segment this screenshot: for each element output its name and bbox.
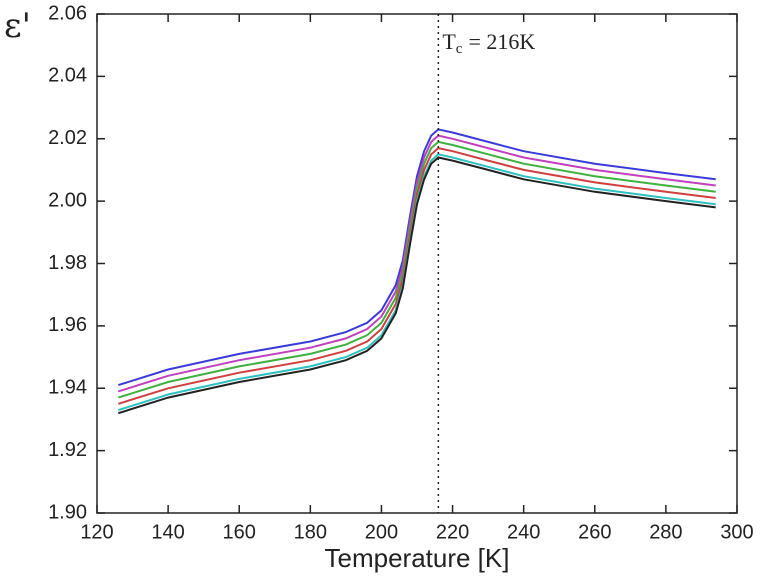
y-tick-label: 2.04 xyxy=(48,65,87,87)
series-line xyxy=(118,140,716,399)
x-tick-label: 300 xyxy=(720,521,753,543)
tc-label-rest: = 216K xyxy=(468,29,535,54)
series-line xyxy=(118,156,716,415)
x-tick-label: 180 xyxy=(294,521,327,543)
x-tick-label: 120 xyxy=(80,521,113,543)
y-tick-label: 1.92 xyxy=(48,439,87,461)
y-axis-label: ε' xyxy=(4,6,31,46)
x-tick-label: 160 xyxy=(223,521,256,543)
x-tick-label: 260 xyxy=(578,521,611,543)
x-tick-label: 220 xyxy=(436,521,469,543)
y-tick-label: 1.90 xyxy=(48,501,87,523)
y-tick-label: 2.00 xyxy=(48,189,87,211)
y-tick-label: 1.94 xyxy=(48,377,87,399)
tc-label-sub: c xyxy=(456,41,463,57)
y-tick-label: 1.98 xyxy=(48,252,87,274)
y-tick-label: 1.96 xyxy=(48,314,87,336)
y-tick-label: 2.06 xyxy=(48,2,87,24)
x-tick-label: 280 xyxy=(649,521,682,543)
series-line xyxy=(118,128,716,387)
x-tick-label: 140 xyxy=(151,521,184,543)
x-tick-label: 240 xyxy=(507,521,540,543)
series-line xyxy=(118,134,716,393)
y-tick-label: 2.02 xyxy=(48,127,87,149)
x-tick-label: 200 xyxy=(365,521,398,543)
x-axis-label: Temperature [K] xyxy=(325,543,510,573)
tc-label: Tc = 216K xyxy=(442,29,535,57)
plot-frame xyxy=(96,13,738,514)
series-line xyxy=(118,147,716,405)
tc-label-main: T xyxy=(442,29,456,54)
